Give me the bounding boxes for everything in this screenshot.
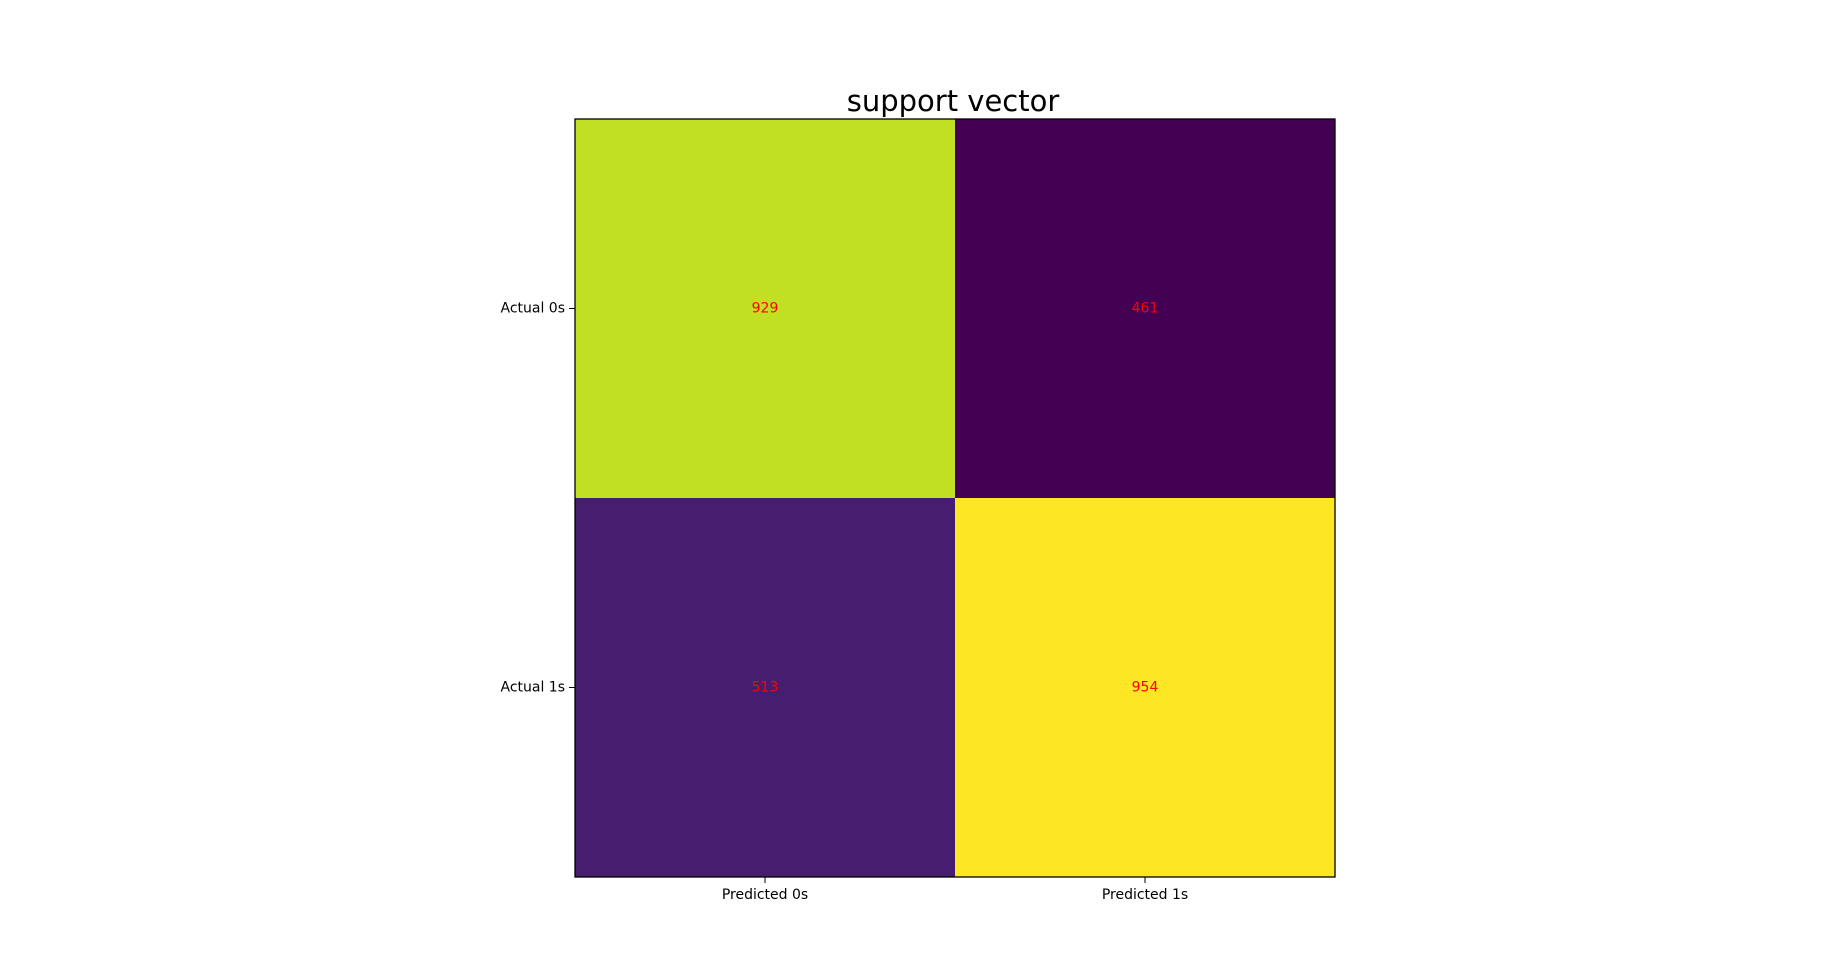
heatmap-cells bbox=[575, 119, 1336, 878]
cell-value-r1-c0: 513 bbox=[752, 680, 779, 696]
y-tick-label: Actual 1s bbox=[500, 680, 565, 696]
y-tick-label: Actual 0s bbox=[500, 301, 565, 317]
heatmap-cell-r0-c0 bbox=[575, 119, 956, 499]
cell-value-r1-c1: 954 bbox=[1132, 680, 1159, 696]
heatmap-cell-r1-c0 bbox=[575, 498, 956, 878]
heatmap-cell-r1-c1 bbox=[955, 498, 1336, 878]
heatmap-cell-r0-c1 bbox=[955, 119, 1336, 499]
cell-annotations: 929 461 513 954 bbox=[752, 301, 1159, 696]
cell-value-r0-c1: 461 bbox=[1132, 301, 1159, 317]
chart-title: support vector bbox=[847, 84, 1060, 118]
cell-value-r0-c0: 929 bbox=[752, 301, 779, 317]
plot-frame bbox=[574, 118, 1336, 878]
x-tick-label: Predicted 1s bbox=[1102, 887, 1188, 903]
x-axis: Predicted 0s Predicted 1s bbox=[722, 877, 1188, 903]
x-tick-label: Predicted 0s bbox=[722, 887, 808, 903]
y-axis: Actual 0s Actual 1s bbox=[500, 301, 575, 696]
